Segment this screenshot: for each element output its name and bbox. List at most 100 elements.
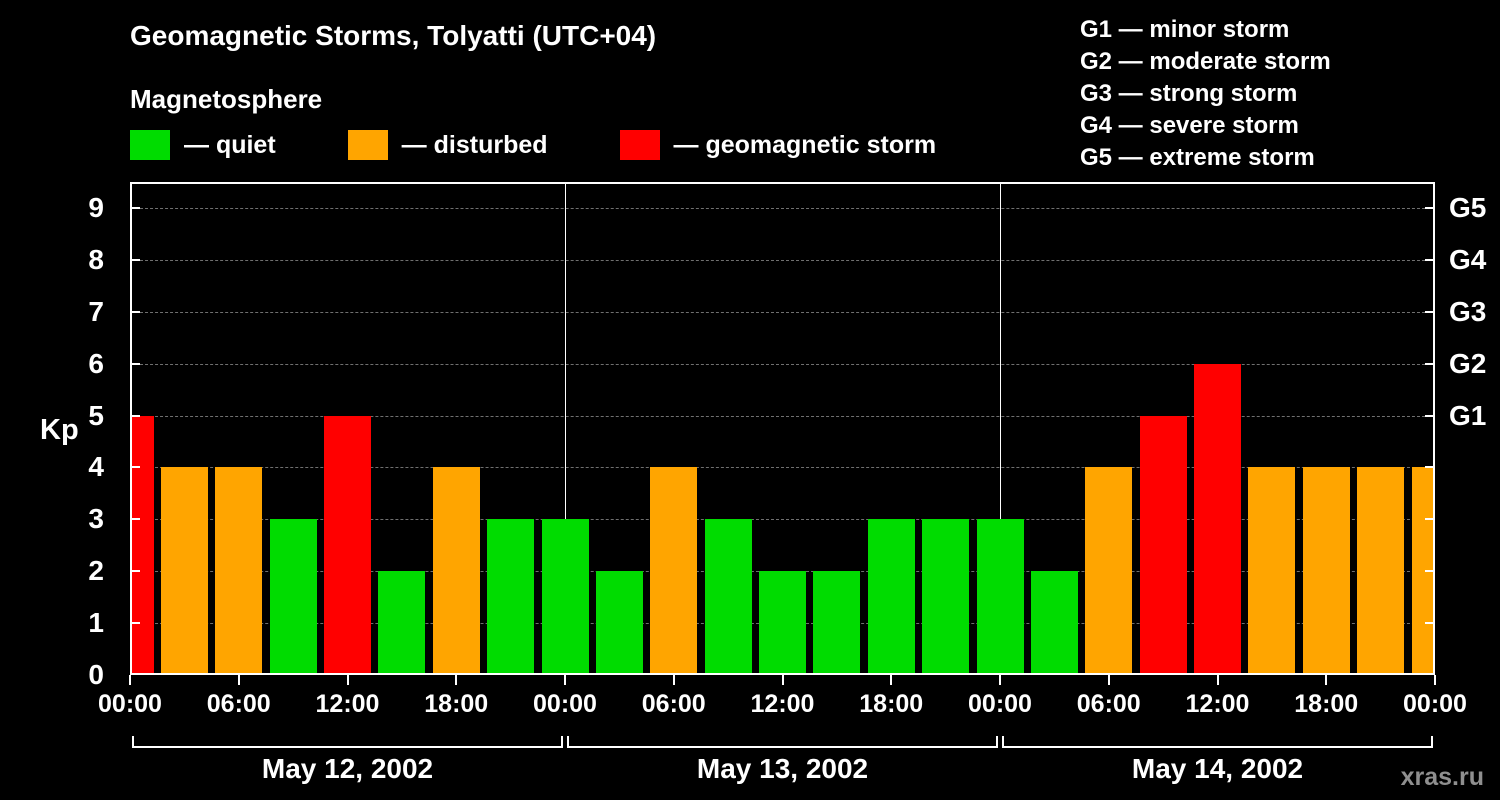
y-tick-label-9: 9 <box>88 191 104 223</box>
legend-item-quiet: — quiet <box>130 130 276 160</box>
x-tick-mark <box>781 675 784 685</box>
x-tick-mark <box>1434 675 1436 685</box>
kp-bar <box>1085 467 1133 675</box>
y-tick-mark-right <box>1425 570 1435 573</box>
chart-title: Geomagnetic Storms, Tolyatti (UTC+04) <box>130 20 657 51</box>
x-tick-label: 00:00 <box>1403 690 1467 718</box>
x-tick-label: 06:00 <box>641 690 706 718</box>
status-legend: — quiet — disturbed — geomagnetic storm <box>130 130 1008 160</box>
x-tick-label: 00:00 <box>98 690 162 718</box>
y-tick-mark-right <box>1425 622 1435 625</box>
x-tick-mark <box>564 675 566 685</box>
x-tick-label: 18:00 <box>1294 690 1359 718</box>
day-boundary-line <box>565 182 566 675</box>
gridline-kp-3 <box>130 519 1435 521</box>
gridline-kp-5 <box>130 415 1435 417</box>
xras-watermark: xras.ru <box>1400 763 1484 791</box>
gridline-kp-7 <box>130 311 1435 313</box>
quiet-label: — quiet <box>184 130 276 159</box>
g-scale-legend-line-3: G3 — strong storm <box>1080 80 1298 107</box>
gridline-kp-8 <box>130 259 1435 261</box>
kp-bar <box>1302 467 1350 675</box>
kp-bar <box>432 467 480 675</box>
g-axis-label-g4: G4 <box>1449 243 1487 275</box>
g-scale-legend-line-1: G1 — minor storm <box>1080 16 1290 43</box>
kp-bar <box>215 467 263 675</box>
kp-bar <box>160 467 208 675</box>
kp-bar <box>595 571 643 675</box>
disturbed-swatch-icon <box>347 130 388 160</box>
y-tick-mark-right <box>1425 362 1435 365</box>
y-tick-mark <box>130 258 140 261</box>
kp-bar <box>1030 571 1078 675</box>
x-tick-label: 06:00 <box>1076 690 1141 718</box>
g-scale-legend-line-4: G4 — severe storm <box>1080 112 1299 139</box>
y-tick-mark <box>130 570 140 573</box>
x-tick-label: 12:00 <box>750 690 815 718</box>
day-bracket <box>132 736 563 748</box>
day-bracket <box>1002 736 1433 748</box>
legend-item-storm: — geomagnetic storm <box>619 130 936 160</box>
kp-bar <box>1194 363 1241 675</box>
g-axis-label-g2: G2 <box>1449 347 1487 379</box>
x-tick-label: 00:00 <box>968 690 1032 718</box>
gridline-kp-6 <box>130 363 1435 365</box>
x-tick-mark <box>890 675 893 685</box>
y-tick-label-8: 8 <box>88 243 104 275</box>
date-label: May 14, 2002 <box>1131 753 1304 784</box>
kp-bar <box>378 571 426 675</box>
y-tick-mark-right <box>1425 466 1435 469</box>
y-tick-label-6: 6 <box>88 347 104 379</box>
kp-bar <box>487 519 535 675</box>
kp-bar <box>759 571 806 675</box>
y-tick-mark <box>130 518 140 521</box>
kp-bar <box>976 519 1024 675</box>
day-boundary-line <box>1000 182 1001 675</box>
x-tick-mark <box>455 675 458 685</box>
quiet-swatch-icon <box>130 130 170 160</box>
x-tick-label: 00:00 <box>533 690 597 718</box>
y-tick-label-1: 1 <box>88 607 104 639</box>
kp-bar <box>1139 415 1187 675</box>
y-tick-mark-right <box>1425 206 1435 209</box>
plot-area <box>130 182 1435 675</box>
storm-swatch-icon <box>619 130 660 160</box>
day-bracket <box>567 736 998 748</box>
x-tick-mark <box>1325 675 1328 685</box>
date-label: May 13, 2002 <box>696 753 869 784</box>
y-tick-mark <box>130 310 140 313</box>
x-tick-mark <box>999 675 1001 685</box>
y-tick-label-4: 4 <box>88 451 104 483</box>
kp-bar <box>541 519 589 675</box>
y-tick-label-0: 0 <box>88 659 104 690</box>
kp-bar <box>813 571 861 675</box>
kp-bar <box>130 415 154 675</box>
x-tick-mark <box>129 675 131 685</box>
legend-item-disturbed: — disturbed <box>347 130 548 160</box>
y-tick-mark <box>130 466 140 469</box>
y-tick-mark-right <box>1425 414 1435 417</box>
kp-bar <box>269 519 317 675</box>
y-axis-title: Kp <box>40 414 79 446</box>
y-tick-mark-right <box>1425 258 1435 261</box>
y-tick-label-7: 7 <box>88 295 104 327</box>
g-axis-label-g3: G3 <box>1449 295 1487 327</box>
date-label: May 12, 2002 <box>261 753 434 784</box>
y-tick-mark-right <box>1425 518 1435 521</box>
y-tick-mark-right <box>1425 310 1435 313</box>
x-tick-mark <box>237 675 240 685</box>
gridline-kp-9 <box>130 207 1435 209</box>
x-tick-mark <box>1107 675 1110 685</box>
g-scale-legend-line-5: G5 — extreme storm <box>1080 144 1315 171</box>
y-tick-label-5: 5 <box>88 399 104 431</box>
g-axis-label-g5: G5 <box>1449 191 1487 223</box>
y-tick-mark <box>130 206 140 209</box>
kp-bar <box>324 415 371 675</box>
kp-bar <box>867 519 915 675</box>
kp-bar <box>650 467 698 675</box>
x-tick-label: 12:00 <box>315 690 380 718</box>
x-tick-mark <box>672 675 675 685</box>
g-axis-label-g1: G1 <box>1449 399 1487 431</box>
kp-bar <box>1357 467 1405 675</box>
